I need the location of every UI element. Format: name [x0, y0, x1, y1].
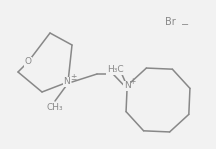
- Text: N: N: [64, 77, 70, 87]
- Text: Br: Br: [165, 17, 176, 27]
- Text: CH₃: CH₃: [47, 103, 63, 111]
- Text: ±: ±: [70, 73, 76, 83]
- Text: O: O: [24, 58, 32, 66]
- Text: N: N: [124, 81, 130, 90]
- Text: H₃C: H₃C: [107, 65, 124, 74]
- Text: −: −: [181, 20, 189, 30]
- Text: +: +: [129, 77, 135, 86]
